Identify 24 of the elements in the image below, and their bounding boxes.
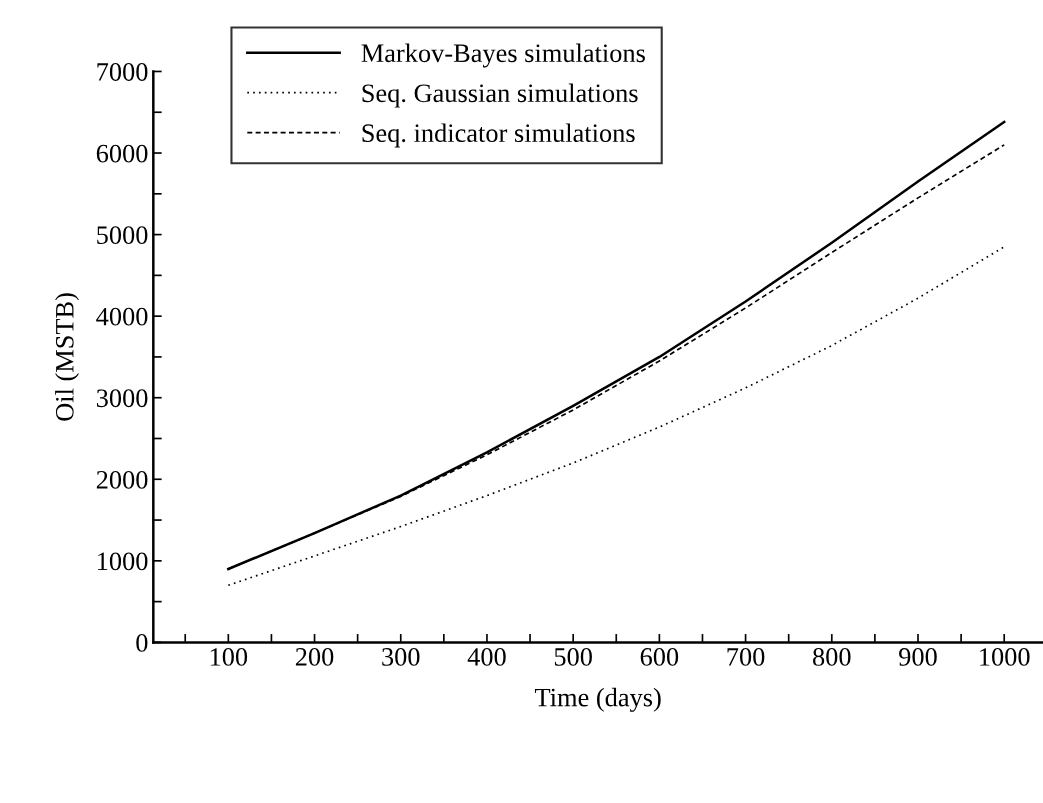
y-tick-label: 7000 [97, 63, 148, 81]
x-tick-label: 400 [467, 648, 506, 666]
x-tick-label: 900 [899, 648, 937, 666]
y-tick-label: 5000 [97, 226, 148, 245]
x-tick-label: 200 [295, 648, 334, 666]
y-tick-label: 3000 [96, 389, 148, 408]
x-tick-label: 800 [813, 648, 851, 666]
y-tick-label: 2000 [96, 470, 148, 489]
x-tick-label: 100 [210, 648, 248, 666]
y-tick-label: 1000 [98, 552, 148, 571]
y-tick-label: 0 [136, 634, 148, 652]
x-tick-label: 1000 [980, 648, 1030, 666]
legend-label: Seq. indicator simulations [362, 123, 635, 148]
y-tick-label: 4000 [96, 307, 148, 326]
x-tick-label: 500 [554, 648, 592, 666]
y-tick-label: 6000 [96, 144, 148, 163]
y-axis-title: Oil (MSTB) [55, 293, 80, 421]
x-tick-label: 700 [727, 648, 765, 666]
legend-label: Markov-Bayes simulations [361, 43, 645, 68]
line-series [227, 245, 1006, 587]
x-axis-title: Time (days) [534, 687, 661, 712]
legend-label: Seq. Gaussian simulations [362, 83, 638, 108]
x-tick-label: 600 [640, 648, 679, 666]
x-tick-label: 300 [382, 648, 420, 666]
